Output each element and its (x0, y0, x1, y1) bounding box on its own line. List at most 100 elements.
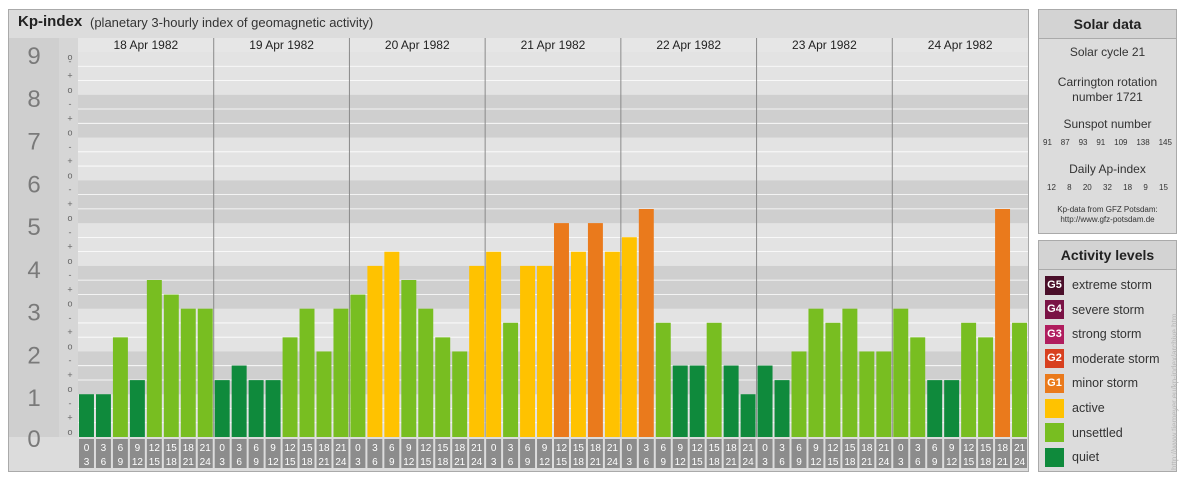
interval-start-label: 0 (898, 443, 904, 454)
kp-bar (944, 380, 960, 437)
kp-bar (520, 265, 536, 437)
day-label: 22 Apr 1982 (656, 38, 721, 52)
interval-cell (163, 439, 179, 468)
minor-tick-label: + (67, 413, 72, 423)
kp-bar (112, 337, 128, 437)
interval-end-label: 21 (183, 457, 195, 468)
interval-end-label: 15 (556, 457, 568, 468)
interval-start-label: 21 (1014, 443, 1026, 454)
kp-bar (604, 251, 620, 437)
interval-end-label: 15 (963, 457, 975, 468)
interval-cell (893, 439, 909, 468)
kp-bar (231, 365, 247, 437)
kp-bar (740, 394, 756, 437)
interval-cell (842, 439, 858, 468)
minor-tick-label: - (69, 313, 72, 323)
interval-cell (859, 439, 875, 468)
legend-item: G4 severe storm (1045, 300, 1144, 320)
interval-cell (180, 439, 196, 468)
kp-bar (842, 308, 858, 437)
interval-start-label: 3 (508, 443, 514, 454)
kp-bar (910, 337, 926, 437)
interval-start-label: 6 (525, 443, 531, 454)
kp-bar (197, 308, 213, 437)
interval-cell (995, 439, 1011, 468)
kp-bar (350, 294, 366, 437)
interval-start-label: 18 (590, 443, 602, 454)
interval-end-label: 9 (118, 457, 124, 468)
interval-end-label: 12 (268, 457, 280, 468)
interval-end-label: 6 (508, 457, 514, 468)
interval-cell (129, 439, 145, 468)
activity-levels-panel: Activity levels G5 extreme storm G4 severe … (1038, 240, 1177, 472)
solar-cycle: Solar cycle 21 (1069, 45, 1146, 59)
interval-cell (299, 439, 315, 468)
minor-tick-label: - (69, 227, 72, 237)
interval-end-label: 12 (539, 457, 551, 468)
interval-end-label: 21 (590, 457, 602, 468)
interval-start-label: 12 (827, 443, 839, 454)
interval-cell (910, 439, 926, 468)
legend-label: minor storm (1072, 376, 1138, 391)
interval-start-label: 3 (101, 443, 107, 454)
credit-link[interactable]: http://www.gfz-potsdam.de (1060, 215, 1155, 224)
y-tick-label: 2 (27, 342, 40, 369)
legend-item: G5 extreme storm (1045, 275, 1152, 295)
interval-cell (757, 439, 773, 468)
interval-cell (214, 439, 230, 468)
interval-start-label: 15 (301, 443, 313, 454)
kp-bar (418, 308, 434, 437)
y-tick-label: 8 (27, 86, 40, 113)
minor-tick-label: - (69, 56, 72, 66)
minor-tick-label: + (67, 242, 72, 252)
interval-end-label: 3 (219, 457, 225, 468)
ap-value: 12 (1047, 183, 1056, 192)
ap-value: 15 (1159, 183, 1168, 192)
solar-data-title: Solar data (1039, 10, 1176, 39)
day-label: 19 Apr 1982 (249, 38, 314, 52)
legend-swatch: G3 (1045, 324, 1064, 344)
day-label: 21 Apr 1982 (521, 38, 586, 52)
kp-band (78, 94, 1028, 138)
interval-end-label: 21 (726, 457, 738, 468)
y-tick-label: 9 (27, 43, 40, 70)
interval-end-label: 3 (762, 457, 768, 468)
y-tick-label: 4 (27, 257, 40, 284)
minor-tick-label: - (69, 142, 72, 152)
kp-bar (248, 380, 264, 437)
day-header-strip (78, 38, 1028, 52)
kp-bar (333, 308, 349, 437)
interval-start-label: 15 (980, 443, 992, 454)
interval-start-label: 21 (200, 443, 212, 454)
kp-band (78, 308, 1028, 352)
interval-cell (265, 439, 281, 468)
kp-bar (452, 351, 468, 437)
interval-cell (774, 439, 790, 468)
interval-start-label: 15 (844, 443, 856, 454)
kp-bar (265, 380, 281, 437)
interval-cell (554, 439, 569, 468)
interval-cell (418, 439, 434, 468)
minor-tick-label: - (69, 398, 72, 408)
kp-bar (587, 223, 603, 437)
interval-cell (1012, 439, 1027, 468)
minor-tick-label: - (69, 185, 72, 195)
interval-end-label: 18 (437, 457, 449, 468)
minor-tick-label: + (67, 327, 72, 337)
interval-start-label: 3 (236, 443, 242, 454)
sunspot-values: 91 87 93 91 109 138 145 (1043, 138, 1172, 147)
interval-end-label: 9 (796, 457, 802, 468)
interval-end-label: 9 (660, 457, 666, 468)
interval-start-label: 18 (454, 443, 466, 454)
carrington-rotation-line1: Carrington rotation (1057, 75, 1158, 89)
interval-end-label: 24 (743, 457, 755, 468)
interval-cell (978, 439, 994, 468)
interval-end-label: 24 (335, 457, 347, 468)
interval-start-label: 9 (949, 443, 955, 454)
interval-cell (384, 439, 400, 468)
legend-swatch: G2 (1045, 349, 1064, 369)
kp-bar (486, 251, 502, 437)
interval-start-label: 12 (556, 443, 568, 454)
interval-cell (638, 439, 654, 468)
interval-start-label: 21 (607, 443, 619, 454)
